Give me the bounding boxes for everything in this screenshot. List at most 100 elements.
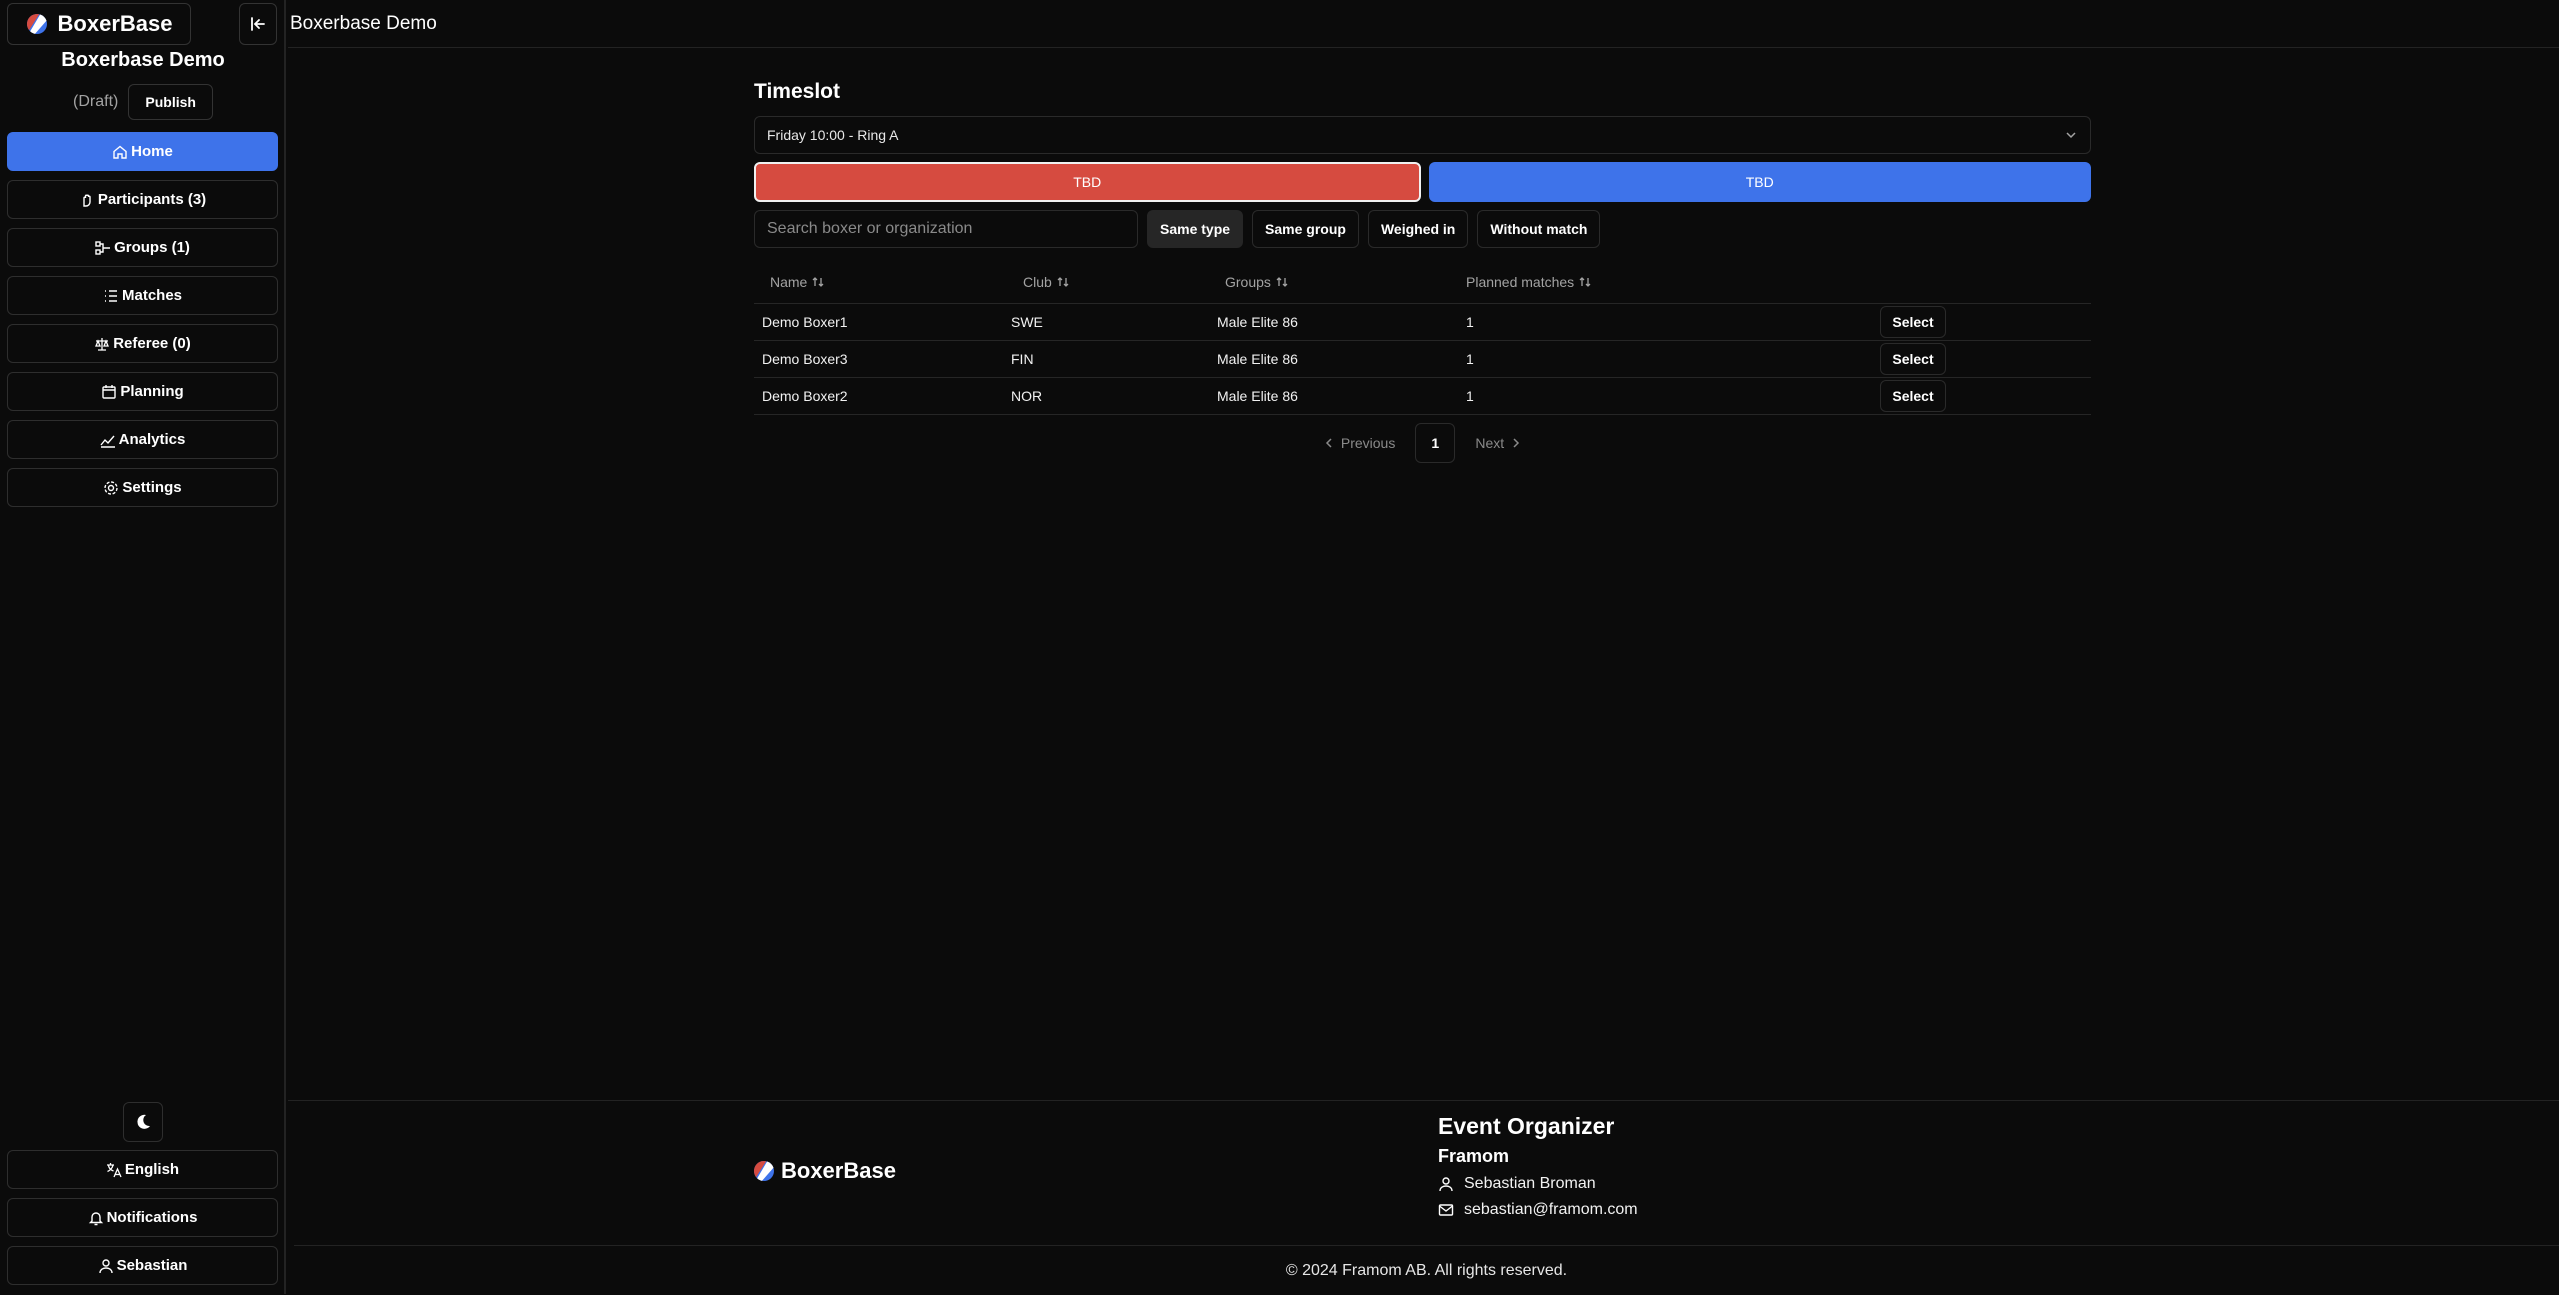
contact-email[interactable]: sebastian@framom.com <box>1464 1201 1638 1218</box>
event-title: Boxerbase Demo <box>61 49 225 71</box>
footer-brand[interactable]: BoxerBase <box>753 1158 896 1184</box>
brand-button[interactable]: BoxerBase <box>7 3 191 45</box>
sidebar-item-planning[interactable]: Planning <box>7 372 278 411</box>
cell-name: Demo Boxer2 <box>762 388 848 404</box>
language-icon <box>106 1162 122 1177</box>
sort-icon <box>1276 276 1288 287</box>
collapse-sidebar-button[interactable] <box>239 3 277 45</box>
sort-icon <box>1057 276 1069 287</box>
filter-same-group[interactable]: Same group <box>1252 210 1359 248</box>
filter-same-type[interactable]: Same type <box>1147 210 1244 248</box>
sidebar-bottom-nav: English Notifications Sebastian <box>7 1150 278 1294</box>
cell-club: SWE <box>1011 314 1043 330</box>
boxers-table: Name Club Groups Planned matches Demo Bo… <box>754 260 2091 415</box>
select-button[interactable]: Select <box>1880 380 1946 412</box>
column-label: Planned matches <box>1466 273 1575 290</box>
cell-club: FIN <box>1011 351 1034 367</box>
search-input[interactable] <box>754 210 1138 248</box>
table-row: Demo Boxer1 SWE Male Elite 86 1 Select <box>754 304 2091 341</box>
select-button[interactable]: Select <box>1880 343 1946 375</box>
boxerbase-logo-icon <box>754 1161 774 1181</box>
sidebar-item-analytics[interactable]: Analytics <box>7 420 278 459</box>
user-icon <box>1439 1177 1453 1192</box>
cell-planned: 1 <box>1466 388 1474 404</box>
sidebar-item-home[interactable]: Home <box>7 132 278 171</box>
contact-email-row: sebastian@framom.com <box>1438 1201 1638 1219</box>
column-label: Name <box>770 273 808 290</box>
cell-group: Male Elite 86 <box>1217 351 1298 367</box>
publish-button[interactable]: Publish <box>128 84 213 120</box>
sidebar-item-label: Analytics <box>118 431 186 448</box>
user-menu-button[interactable]: Sebastian <box>7 1246 278 1285</box>
cell-club: NOR <box>1011 388 1043 404</box>
column-label: Groups <box>1225 273 1271 290</box>
copyright: © 2024 Framom AB. All rights reserved. <box>294 1245 2559 1295</box>
sort-icon <box>1579 276 1591 287</box>
list-icon <box>104 289 117 302</box>
cell-name: Demo Boxer3 <box>762 351 848 367</box>
section-title: Timeslot <box>754 80 840 103</box>
contact-name: Sebastian Broman <box>1464 1175 1596 1192</box>
cell-planned: 1 <box>1466 351 1474 367</box>
table-header: Name Club Groups Planned matches <box>754 260 2091 304</box>
sidebar-item-participants[interactable]: Participants (3) <box>7 180 278 219</box>
language-button[interactable]: English <box>7 1150 278 1189</box>
chevron-right-icon <box>1513 438 1520 448</box>
notifications-label: Notifications <box>106 1209 198 1226</box>
groups-icon <box>95 240 111 255</box>
collapse-left-icon <box>251 17 265 31</box>
sidebar-item-groups[interactable]: Groups (1) <box>7 228 278 267</box>
column-header-club[interactable]: Club <box>1011 274 1217 290</box>
sidebar-item-matches[interactable]: Matches <box>7 276 278 315</box>
sidebar-item-referee[interactable]: Referee (0) <box>7 324 278 363</box>
scale-icon <box>95 337 110 351</box>
topbar: Boxerbase Demo <box>288 0 2559 48</box>
cell-planned: 1 <box>1466 314 1474 330</box>
previous-label: Previous <box>1340 435 1396 451</box>
mail-icon <box>1438 1204 1454 1216</box>
previous-page-button[interactable]: Previous <box>1323 435 1395 451</box>
column-header-groups[interactable]: Groups <box>1217 274 1466 290</box>
filter-without-match[interactable]: Without match <box>1477 210 1601 248</box>
timeslot-select[interactable]: Friday 10:00 - Ring A <box>754 116 2091 154</box>
table-row: Demo Boxer3 FIN Male Elite 86 1 Select <box>754 341 2091 378</box>
cell-group: Male Elite 86 <box>1217 388 1298 404</box>
boxerbase-logo-icon <box>26 14 47 34</box>
next-page-button[interactable]: Next <box>1475 435 1522 451</box>
user-icon <box>98 1258 113 1273</box>
sidebar-item-label: Home <box>131 143 173 160</box>
sidebar-item-label: Planning <box>120 383 184 400</box>
sort-icon <box>812 276 824 287</box>
organizer-heading: Event Organizer <box>1438 1113 1615 1139</box>
organizer-info: Event Organizer Framom Sebastian Broman … <box>1438 1113 1638 1219</box>
notifications-button[interactable]: Notifications <box>7 1198 278 1237</box>
theme-toggle-button[interactable] <box>123 1102 163 1142</box>
sidebar-item-label: Settings <box>122 479 182 496</box>
draft-row: (Draft) Publish <box>0 84 286 120</box>
red-corner-button[interactable]: TBD <box>754 162 1421 202</box>
filter-weighed-in[interactable]: Weighed in <box>1367 210 1469 248</box>
calendar-icon <box>102 384 117 399</box>
filter-row: Same type Same group Weighed in Without … <box>754 210 2091 248</box>
bell-icon <box>88 1211 103 1225</box>
sidebar-item-settings[interactable]: Settings <box>7 468 278 507</box>
blue-corner-button[interactable]: TBD <box>1428 162 2091 202</box>
brand-name: BoxerBase <box>57 11 173 36</box>
home-icon <box>113 145 127 159</box>
sidebar-nav: Home Participants (3) Groups (1) Matches… <box>7 132 278 516</box>
table-row: Demo Boxer2 NOR Male Elite 86 1 Select <box>754 378 2091 415</box>
draft-status: (Draft) <box>73 93 119 110</box>
select-button[interactable]: Select <box>1880 306 1946 338</box>
chevron-left-icon <box>1325 438 1332 448</box>
page-number-button[interactable]: 1 <box>1415 423 1456 463</box>
hand-icon <box>83 194 91 207</box>
sidebar-item-label: Groups (1) <box>114 239 190 256</box>
pagination: Previous 1 Next <box>754 423 2091 463</box>
next-label: Next <box>1475 435 1505 451</box>
chevron-down-icon <box>2066 132 2076 139</box>
column-header-name[interactable]: Name <box>754 274 1011 290</box>
moon-icon <box>137 1114 150 1129</box>
cell-name: Demo Boxer1 <box>762 314 848 330</box>
chart-icon <box>100 435 115 448</box>
column-header-planned-matches[interactable]: Planned matches <box>1466 274 1880 290</box>
